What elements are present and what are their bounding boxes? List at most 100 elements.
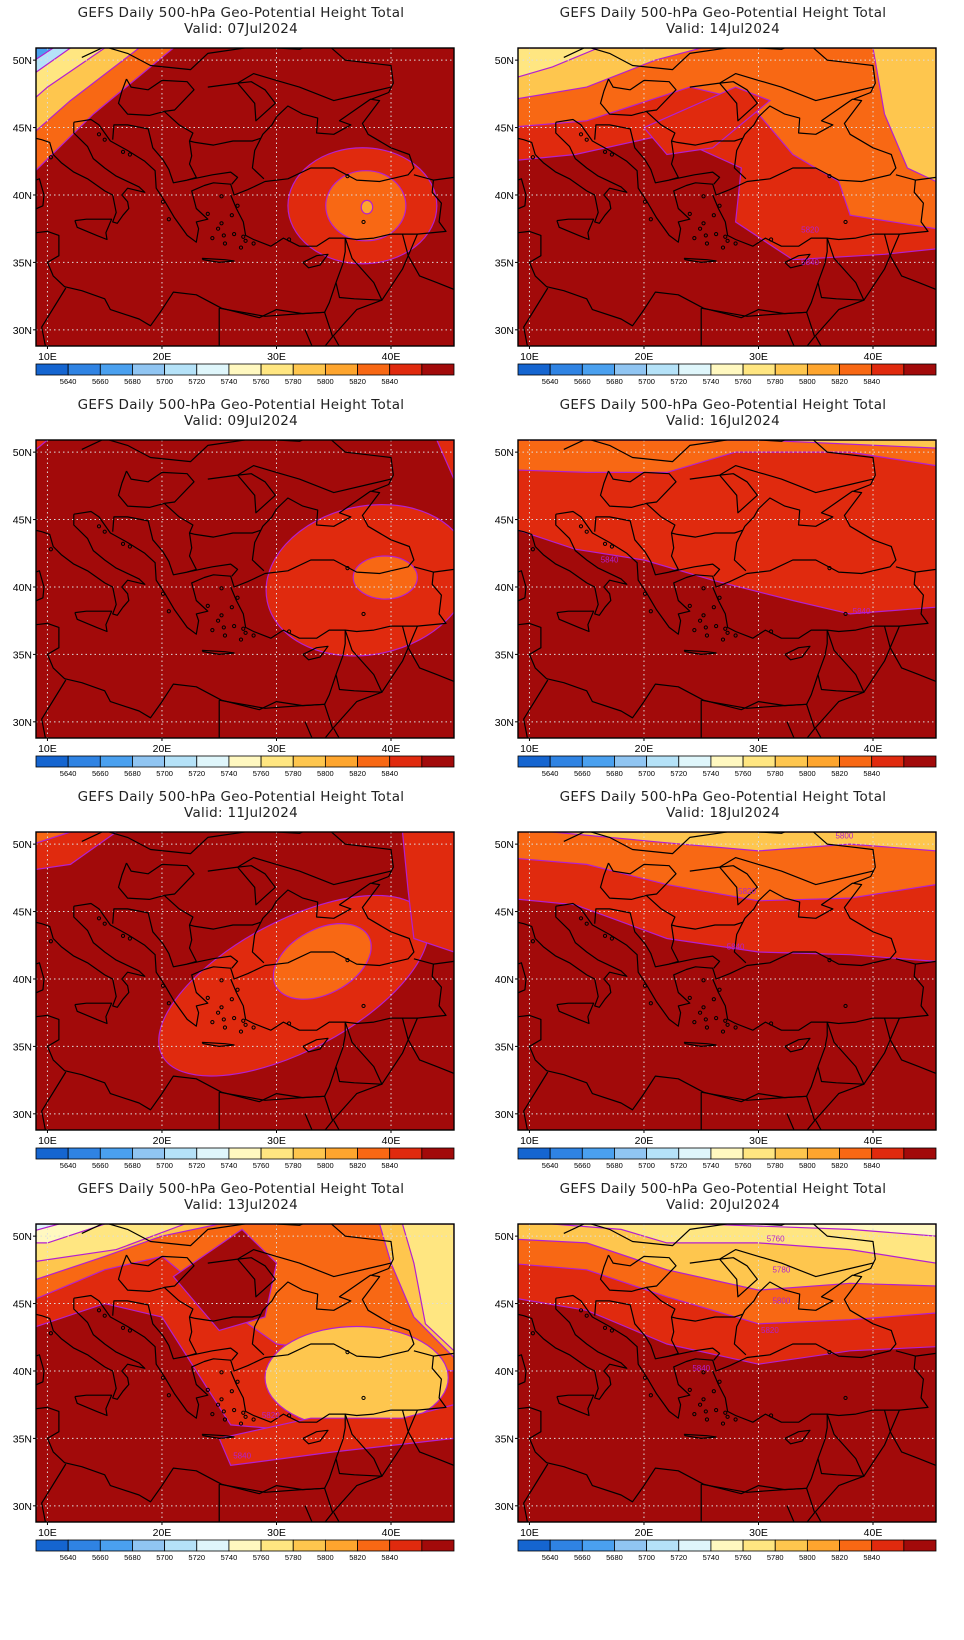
- island: [643, 1375, 648, 1380]
- island: [697, 618, 703, 623]
- colorbar-label: 5820: [831, 769, 848, 778]
- island: [692, 1020, 697, 1025]
- coastline: [112, 516, 197, 576]
- geopotential-map: 5800 5820 5840 50N 45N 40N 35N 30N 10E 20E 30E 40E 5…: [495, 831, 937, 1170]
- colorbar-label: 5640: [60, 377, 77, 386]
- coastline: [81, 48, 394, 100]
- colorbar-label: 5720: [188, 1553, 205, 1562]
- lat-tick-label: 50N: [495, 55, 514, 67]
- lon-tick-label: 40E: [864, 743, 883, 755]
- coastline: [302, 253, 329, 269]
- coastline: [784, 253, 811, 269]
- island: [768, 1413, 774, 1418]
- colorbar-label: 5740: [221, 1553, 238, 1562]
- lat-tick-label: 30N: [495, 717, 514, 729]
- colorbar-label: 5680: [606, 769, 623, 778]
- island: [720, 245, 726, 250]
- height-corner-5820: [36, 440, 49, 451]
- colorbar-swatch: [581, 1539, 615, 1552]
- height-band-5820: [518, 440, 936, 473]
- lon-tick-label: 30E: [749, 351, 768, 363]
- lat-tick-label: 45N: [13, 907, 32, 919]
- colorbar-swatch: [903, 1147, 937, 1160]
- colorbar-label: 5720: [670, 377, 687, 386]
- island: [725, 630, 730, 635]
- colorbar-label: 5700: [638, 769, 655, 778]
- island: [714, 231, 719, 237]
- island: [687, 603, 692, 608]
- island: [733, 1417, 738, 1422]
- colorbar-swatch: [421, 755, 455, 768]
- colorbar-label: 5720: [670, 1553, 687, 1562]
- panel-title: GEFS Daily 500-hPa Geo-Potential Height …: [77, 5, 405, 21]
- colorbar-swatch: [389, 755, 423, 768]
- island: [827, 1349, 832, 1355]
- island: [205, 603, 210, 608]
- colorbar-label: 5800: [799, 377, 816, 386]
- coastline: [332, 1017, 418, 1121]
- island: [161, 1375, 166, 1380]
- colorbar-label: 5780: [767, 377, 784, 386]
- colorbar-label: 5800: [799, 769, 816, 778]
- colorbar-swatch: [67, 755, 101, 768]
- panel-title: GEFS Daily 500-hPa Geo-Potential Height …: [559, 5, 887, 21]
- colorbar-label: 5840: [381, 1553, 398, 1562]
- coastline: [117, 862, 195, 900]
- island: [648, 1393, 653, 1398]
- height-band-5780: [552, 832, 936, 852]
- colorbar-label: 5700: [638, 1553, 655, 1562]
- island: [602, 933, 608, 938]
- coastline: [81, 832, 394, 884]
- coastline: [915, 1352, 936, 1357]
- geopotential-map: 5840 5840 50N 45N 40N 35N 30N 10E 20E 30E 40E 5640 5…: [495, 439, 937, 778]
- contour-label: 5760: [767, 1235, 785, 1244]
- island: [219, 194, 224, 199]
- coastline: [401, 625, 454, 682]
- geopotential-map: 50N 45N 40N 35N 30N 10E 20E 30E 40E 5640 5660 5680 5…: [13, 47, 455, 386]
- coastline: [117, 78, 195, 116]
- island: [241, 234, 246, 239]
- lon-tick-label: 20E: [635, 351, 654, 363]
- contour-label: 5840: [692, 1364, 710, 1373]
- coastline: [332, 625, 418, 729]
- colorbar-swatch: [228, 363, 262, 376]
- colorbar-swatch: [35, 755, 69, 768]
- island: [584, 1313, 589, 1318]
- map-panel: GEFS Daily 500-hPa Geo-Potential Height …: [482, 0, 964, 410]
- colorbar-label: 5840: [381, 1161, 398, 1170]
- colorbar-label: 5640: [60, 1553, 77, 1562]
- coastline: [401, 1017, 454, 1074]
- colorbar-swatch: [421, 363, 455, 376]
- coastline: [518, 194, 828, 327]
- map-frame: [517, 1223, 937, 1523]
- colorbar-label: 5760: [253, 769, 270, 778]
- coastline: [599, 1254, 677, 1292]
- island: [219, 221, 224, 226]
- lat-tick-label: 45N: [13, 515, 32, 527]
- island: [602, 541, 608, 546]
- lon-tick-label: 20E: [635, 1527, 654, 1539]
- island: [361, 611, 366, 617]
- coastline: [201, 1041, 235, 1047]
- lon-tick-label: 40E: [864, 351, 883, 363]
- colorbar-swatch: [871, 363, 905, 376]
- island: [701, 221, 706, 226]
- map-frame: [517, 47, 937, 347]
- island: [584, 921, 589, 926]
- island: [215, 226, 221, 231]
- map-frame: [35, 831, 455, 1131]
- coastline: [219, 307, 334, 346]
- island: [827, 957, 832, 963]
- colorbar-label: 5700: [156, 1553, 173, 1562]
- colorbar-swatch: [132, 363, 166, 376]
- island: [210, 1412, 215, 1417]
- island: [701, 1005, 706, 1010]
- colorbar-label: 5840: [381, 769, 398, 778]
- island: [243, 1022, 248, 1027]
- map-field: 5820 5840: [36, 1224, 454, 1522]
- island: [725, 1414, 730, 1419]
- island: [703, 1409, 708, 1414]
- colorbar-label: 5720: [670, 1161, 687, 1170]
- coastline: [219, 1483, 334, 1522]
